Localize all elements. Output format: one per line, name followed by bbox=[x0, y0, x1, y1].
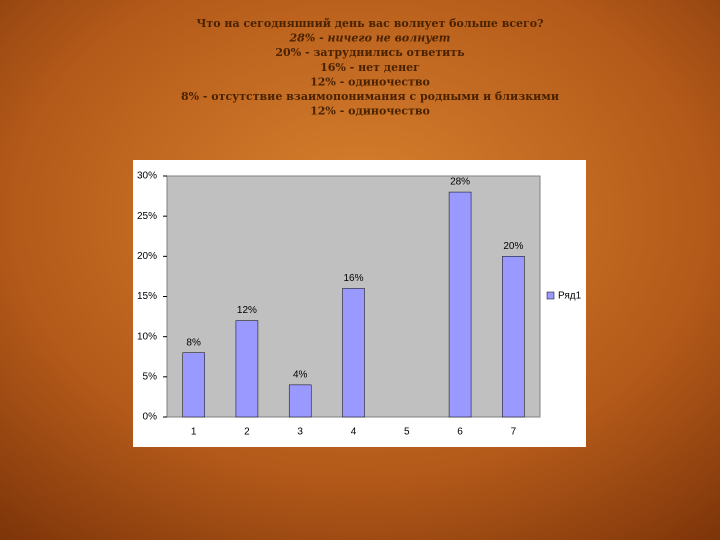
bar bbox=[342, 288, 365, 418]
header-line: 28% - ничего не волнует bbox=[289, 32, 451, 45]
header-line: Что на сегодняшний день вас волнует боль… bbox=[196, 17, 543, 30]
data-label: 8% bbox=[186, 337, 201, 348]
data-label: 12% bbox=[237, 305, 257, 316]
y-tick-label: 20% bbox=[137, 251, 157, 262]
header-line: 20% - затруднились ответить bbox=[275, 46, 465, 59]
header-line: 16% - нет денег bbox=[320, 61, 420, 74]
bar bbox=[448, 191, 472, 418]
y-tick-label: 30% bbox=[137, 171, 157, 182]
x-tick-label: 5 bbox=[404, 427, 410, 438]
x-tick-label: 6 bbox=[457, 427, 463, 438]
header-line: 12% - одиночество bbox=[310, 75, 430, 88]
y-tick-label: 25% bbox=[137, 211, 157, 222]
x-tick-label: 4 bbox=[351, 427, 357, 438]
y-tick-label: 5% bbox=[143, 371, 158, 382]
y-tick-label: 10% bbox=[137, 331, 157, 342]
bar bbox=[235, 320, 259, 418]
data-label: 16% bbox=[343, 273, 363, 284]
x-tick-label: 7 bbox=[511, 427, 517, 438]
header-line: 8% - отсутствие взаимопонимания с родным… bbox=[181, 90, 559, 103]
data-label: 20% bbox=[503, 241, 523, 252]
y-tick-label: 15% bbox=[137, 291, 157, 302]
header-line: 12% - одиночество bbox=[310, 105, 430, 118]
y-tick-label: 0% bbox=[143, 412, 158, 423]
data-label: 4% bbox=[293, 370, 308, 381]
legend-label: Ряд1 bbox=[558, 291, 582, 302]
x-tick-label: 3 bbox=[297, 427, 303, 438]
bar bbox=[502, 256, 525, 418]
data-label: 28% bbox=[450, 177, 470, 188]
legend-swatch bbox=[546, 291, 555, 300]
x-tick-label: 1 bbox=[191, 427, 197, 438]
x-tick-label: 2 bbox=[244, 427, 250, 438]
bar bbox=[182, 352, 205, 418]
bar bbox=[288, 384, 312, 418]
